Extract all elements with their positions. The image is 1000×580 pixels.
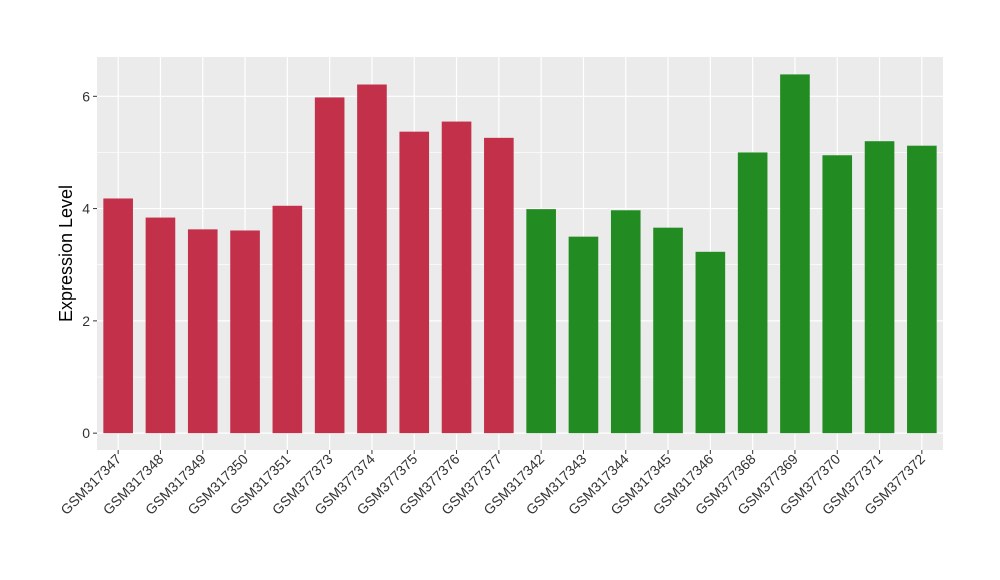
bar-GSM377371 [864, 141, 895, 434]
bar-GSM317346 [695, 251, 726, 434]
bar-GSM317347 [103, 198, 133, 434]
bar-GSM317350 [230, 230, 260, 434]
bar-GSM377374 [357, 84, 387, 434]
bar-GSM317345 [653, 227, 683, 434]
bar-GSM377377 [484, 137, 514, 434]
bar-GSM377369 [780, 74, 810, 434]
y-tick-label: 0 [82, 425, 90, 441]
bar-GSM377375 [399, 131, 430, 434]
bars [103, 74, 937, 434]
y-axis: 0 2 4 6 [82, 88, 97, 441]
bar-GSM377376 [441, 121, 472, 434]
y-tick-label: 2 [82, 313, 90, 329]
bar-GSM317344 [610, 210, 641, 434]
y-tick-label: 4 [82, 201, 90, 217]
bar-GSM377373 [314, 97, 345, 434]
bar-GSM317342 [526, 209, 556, 434]
bar-GSM377370 [822, 155, 853, 434]
x-axis: GSM317347GSM317348GSM317349GSM317350GSM3… [57, 450, 928, 518]
bar-GSM317351 [272, 205, 303, 434]
y-tick-label: 6 [82, 88, 90, 104]
bar-GSM317343 [568, 236, 599, 434]
bar-GSM317348 [145, 217, 176, 434]
bar-GSM377372 [907, 145, 937, 434]
bar-GSM377368 [737, 152, 768, 434]
y-axis-title: Expression Level [56, 185, 76, 322]
bar-GSM317349 [187, 229, 218, 434]
plot-panel [97, 57, 943, 450]
